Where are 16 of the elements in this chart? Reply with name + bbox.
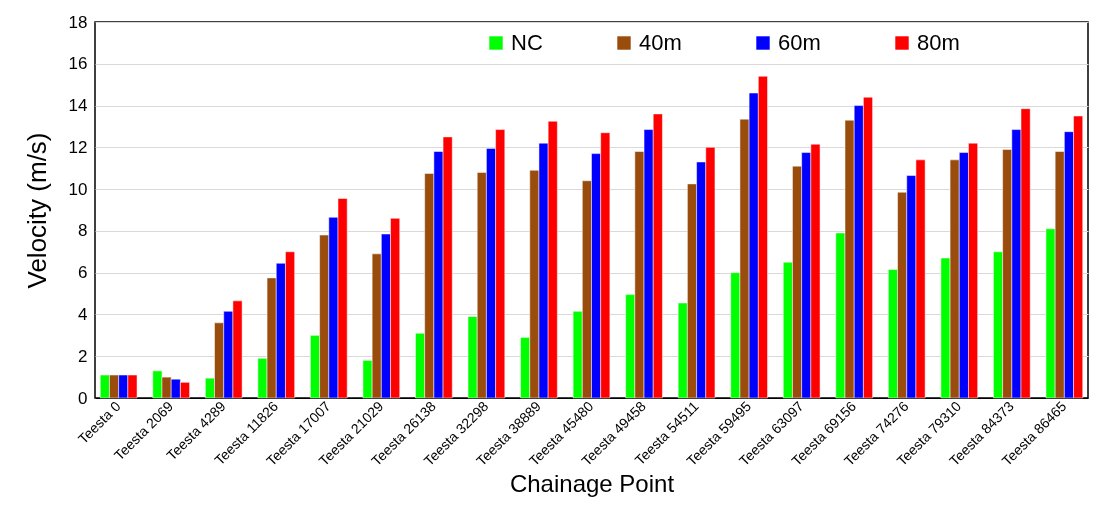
y-tick-label: 16	[68, 54, 88, 74]
y-tick-label: 14	[68, 96, 88, 116]
y-tick-label: 4	[78, 304, 88, 324]
legend-label: 80m	[917, 30, 960, 55]
legend-label: 40m	[639, 30, 682, 55]
y-tick-label: 6	[78, 263, 88, 283]
y-axis-title: Velocity (m/s)	[21, 132, 52, 289]
legend-label: NC	[511, 30, 543, 55]
legend-label: 60m	[778, 30, 821, 55]
y-tick-label: 10	[68, 179, 88, 199]
y-tick-label: 18	[68, 12, 88, 32]
y-tick-label: 12	[68, 137, 88, 157]
y-tick-label: 8	[78, 221, 88, 241]
y-tick-label: 2	[78, 346, 88, 366]
y-tick-label: 0	[78, 388, 88, 408]
x-axis-title: Chainage Point	[509, 469, 675, 497]
